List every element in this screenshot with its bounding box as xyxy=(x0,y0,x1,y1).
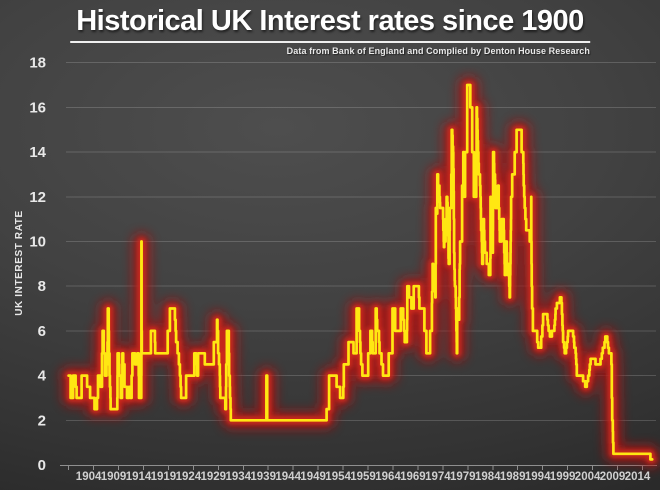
x-axis-label: 1949 xyxy=(300,471,326,483)
x-axis-label: 1904 xyxy=(76,471,102,483)
x-axis-label: 1999 xyxy=(550,471,576,483)
y-axis-label: 8 xyxy=(38,278,46,295)
x-axis-label: 1979 xyxy=(450,471,476,483)
line-series xyxy=(67,83,654,461)
x-axis-label: 2014 xyxy=(625,471,651,483)
y-axis-label: 6 xyxy=(38,323,46,340)
y-axis-label: 16 xyxy=(29,99,46,116)
chart-subtitle: Data from Bank of England and Complied b… xyxy=(286,46,590,56)
x-axis-label: 1914 xyxy=(126,471,152,483)
y-axis-label: 18 xyxy=(29,55,46,72)
x-axis-label: 1924 xyxy=(176,471,202,483)
y-axis-label: 14 xyxy=(29,144,46,161)
x-axis-label: 1964 xyxy=(375,471,401,483)
x-axis-label: 1974 xyxy=(425,471,451,483)
line-glow-outer xyxy=(60,76,660,468)
line-glow-inner xyxy=(64,81,657,464)
x-axis-label: 1929 xyxy=(201,471,227,483)
x-axis-label: 1939 xyxy=(250,471,276,483)
x-axis-label: 1984 xyxy=(475,471,501,483)
y-axis-label: 2 xyxy=(38,412,46,429)
x-axis-label: 2009 xyxy=(600,471,626,483)
x-axis-label: 1909 xyxy=(101,471,127,483)
x-axis-label: 1944 xyxy=(275,471,301,483)
x-axis-label: 2004 xyxy=(575,471,601,483)
y-axis-label: 12 xyxy=(29,189,46,206)
x-axis-label: 1919 xyxy=(151,471,177,483)
y-axis-label: 0 xyxy=(38,457,46,474)
x-axis-label: 1969 xyxy=(400,471,426,483)
x-axis-label: 1934 xyxy=(226,471,252,483)
data-series xyxy=(60,76,660,468)
y-axis-label: 10 xyxy=(29,234,46,251)
x-axis-label: 1989 xyxy=(500,471,526,483)
y-axis-label: 4 xyxy=(38,368,47,385)
chart-title: Historical UK Interest rates since 1900 xyxy=(70,5,590,43)
axes xyxy=(60,465,657,470)
x-axis-label: 1954 xyxy=(325,471,351,483)
x-axis-label: 1994 xyxy=(525,471,551,483)
x-axis-label: 1959 xyxy=(350,471,376,483)
